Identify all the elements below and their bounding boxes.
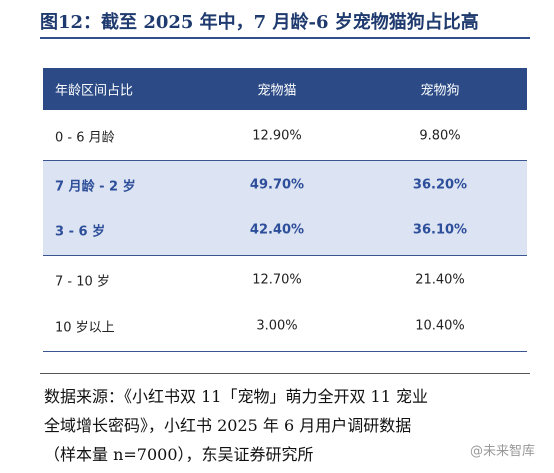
row-line [43, 160, 527, 161]
table-cell: 7 月龄 - 2 岁 [55, 179, 136, 195]
table-cell: 49.70% [249, 177, 305, 193]
title-rule [40, 37, 530, 39]
column-header: 年龄区间占比 [55, 83, 134, 99]
table-cell: 12.90% [252, 128, 302, 144]
row-highlight [43, 161, 527, 255]
source-rule [40, 373, 530, 374]
table-cell: 10.40% [415, 318, 465, 334]
column-header: 宠物狗 [420, 83, 460, 99]
table-cell: 0 - 6 月龄 [55, 130, 115, 146]
watermark: @未来智库 [470, 444, 536, 459]
source-line: （样本量 n=7000），东吴证券研究所 [44, 445, 314, 464]
source-line: 数据来源：《小红书双 11「宠物」萌力全开双 11 宠业 [44, 387, 428, 406]
table-cell: 36.10% [412, 222, 468, 238]
table-cell: 42.40% [249, 222, 305, 238]
column-header: 宠物猫 [257, 83, 297, 99]
table-cell: 3.00% [256, 318, 298, 334]
table-header [43, 68, 527, 110]
title: 图12：截至 2025 年中，7 月龄-6 岁宠物猫狗占比高 [40, 12, 479, 33]
table-bottom [43, 351, 527, 352]
table-cell: 3 - 6 岁 [55, 224, 106, 240]
row-line [43, 255, 527, 256]
table-cell: 7 - 10 岁 [55, 274, 110, 290]
source-line: 全域增长密码》，小红书 2025 年 6 月用户调研数据 [44, 416, 412, 435]
table-cell: 10 岁以上 [55, 320, 115, 336]
table-cell: 21.40% [415, 272, 465, 288]
table-cell: 9.80% [419, 128, 461, 144]
table-cell: 12.70% [252, 272, 302, 288]
table-cell: 36.20% [412, 177, 468, 193]
